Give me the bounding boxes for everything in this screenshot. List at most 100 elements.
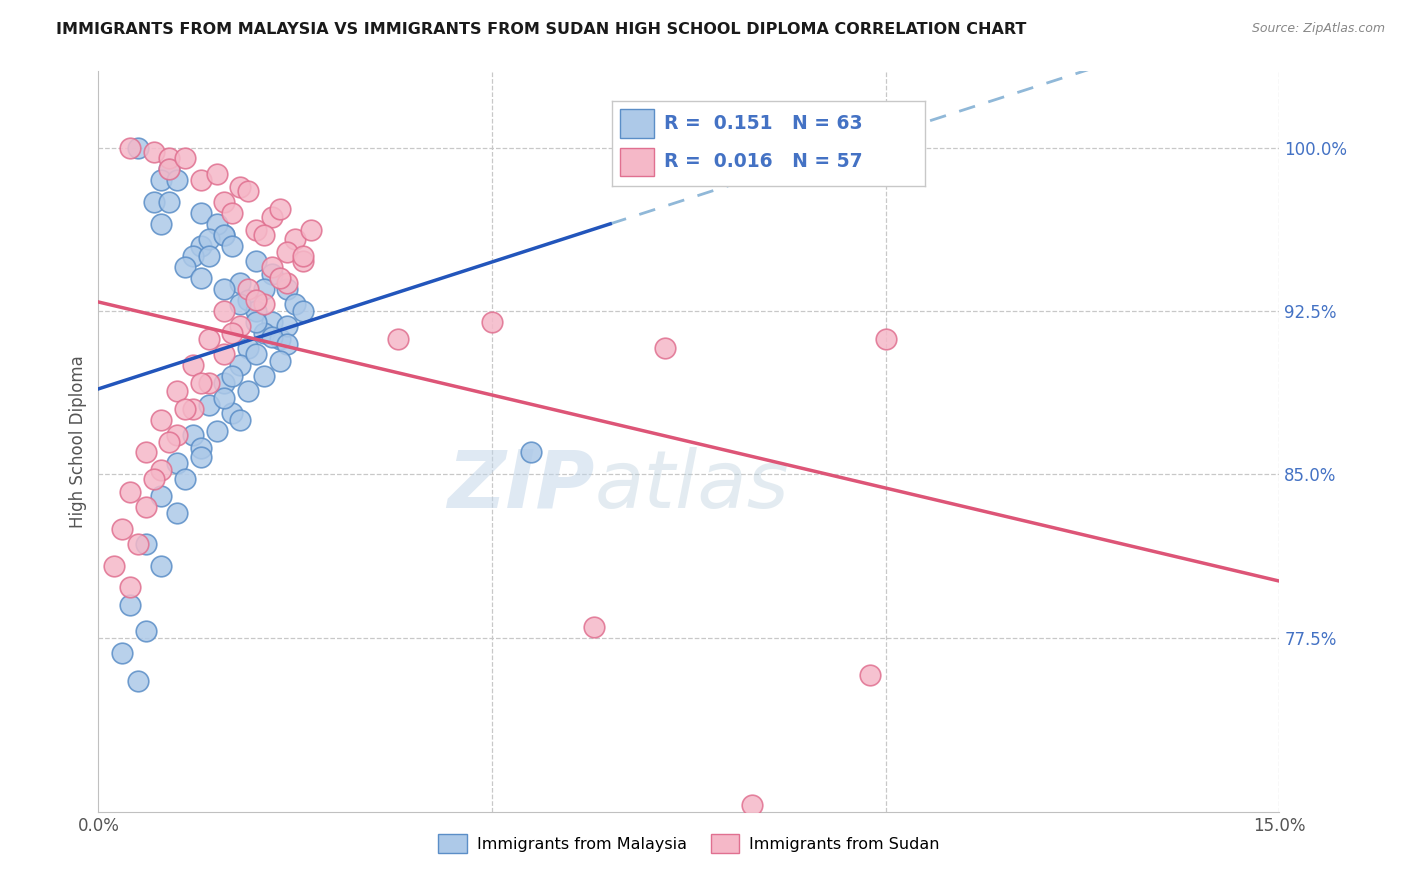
Point: [214, 304, 236, 318]
Point: [181, 359, 204, 373]
Point: [245, 293, 267, 307]
Point: [253, 297, 276, 311]
Point: [166, 507, 188, 521]
Point: [387, 332, 409, 346]
Point: [875, 332, 897, 346]
Point: [229, 359, 252, 373]
Point: [166, 456, 188, 470]
Point: [157, 162, 180, 177]
Point: [245, 304, 267, 318]
Y-axis label: High School Diploma: High School Diploma: [69, 355, 87, 528]
Point: [245, 315, 267, 329]
Point: [150, 217, 173, 231]
Point: [214, 391, 236, 405]
Point: [260, 330, 283, 344]
Text: Source: ZipAtlas.com: Source: ZipAtlas.com: [1251, 22, 1385, 36]
Point: [276, 336, 298, 351]
Point: [127, 140, 149, 154]
Point: [166, 428, 188, 442]
Point: [190, 173, 212, 187]
Point: [142, 145, 165, 159]
Point: [118, 581, 141, 595]
Point: [181, 401, 204, 416]
Point: [253, 326, 276, 340]
Point: [236, 282, 259, 296]
Point: [127, 674, 149, 689]
Point: [197, 376, 219, 390]
Point: [276, 319, 298, 334]
Point: [135, 537, 157, 551]
Point: [166, 173, 188, 187]
Point: [181, 428, 204, 442]
Point: [221, 406, 243, 420]
Point: [269, 202, 291, 216]
Point: [190, 271, 212, 285]
Point: [197, 250, 219, 264]
Point: [269, 271, 291, 285]
Point: [654, 341, 676, 355]
Point: [214, 347, 236, 361]
Point: [157, 194, 180, 209]
Point: [229, 413, 252, 427]
Point: [859, 667, 882, 681]
Point: [214, 194, 236, 209]
Point: [229, 297, 252, 311]
Point: [103, 558, 125, 573]
Point: [276, 245, 298, 260]
Point: [236, 293, 259, 307]
Point: [150, 558, 173, 573]
Point: [190, 206, 212, 220]
Point: [236, 184, 259, 198]
Point: [583, 619, 606, 633]
Point: [229, 276, 252, 290]
Point: [292, 250, 315, 264]
Point: [205, 217, 228, 231]
Point: [214, 282, 236, 296]
Text: ZIP: ZIP: [447, 447, 595, 525]
Point: [221, 369, 243, 384]
Point: [205, 167, 228, 181]
Point: [190, 238, 212, 252]
Point: [174, 471, 197, 485]
Point: [150, 173, 173, 187]
Point: [229, 319, 252, 334]
Point: [284, 297, 307, 311]
Point: [142, 471, 165, 485]
Point: [190, 376, 212, 390]
Point: [253, 369, 276, 384]
Point: [214, 227, 236, 242]
Point: [221, 326, 243, 340]
Point: [150, 463, 173, 477]
Point: [299, 223, 322, 237]
Point: [197, 232, 219, 246]
Point: [221, 238, 243, 252]
Point: [260, 315, 283, 329]
Point: [253, 227, 276, 242]
Point: [181, 250, 204, 264]
Legend: Immigrants from Malaysia, Immigrants from Sudan: Immigrants from Malaysia, Immigrants fro…: [432, 828, 946, 859]
Point: [190, 441, 212, 455]
Point: [118, 140, 141, 154]
Point: [260, 267, 283, 281]
Point: [245, 347, 267, 361]
Point: [142, 194, 165, 209]
Point: [118, 484, 141, 499]
Text: atlas: atlas: [595, 447, 789, 525]
Point: [236, 384, 259, 399]
Point: [174, 152, 197, 166]
Point: [150, 489, 173, 503]
Point: [174, 260, 197, 275]
Point: [127, 537, 149, 551]
Point: [292, 253, 315, 268]
Point: [118, 598, 141, 612]
Point: [111, 646, 134, 660]
Point: [135, 500, 157, 514]
Point: [157, 162, 180, 177]
Point: [197, 397, 219, 411]
Point: [221, 206, 243, 220]
Point: [276, 282, 298, 296]
Point: [190, 450, 212, 464]
Point: [197, 332, 219, 346]
Point: [269, 332, 291, 346]
Point: [236, 341, 259, 355]
